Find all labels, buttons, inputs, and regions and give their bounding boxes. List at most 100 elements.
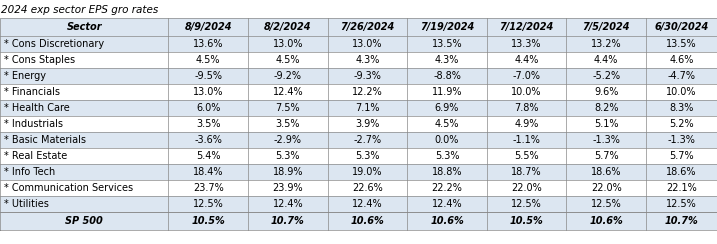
Text: 5.7%: 5.7% [594, 151, 619, 161]
Text: 7/26/2024: 7/26/2024 [341, 22, 394, 32]
Text: 10.5%: 10.5% [510, 216, 543, 226]
Text: -2.7%: -2.7% [353, 135, 381, 145]
Text: 12.2%: 12.2% [352, 87, 383, 97]
Text: 22.1%: 22.1% [666, 183, 697, 193]
Text: 0.0%: 0.0% [435, 135, 459, 145]
Bar [0, 212, 717, 230]
Text: SP 500: SP 500 [65, 216, 103, 226]
Text: 13.6%: 13.6% [193, 39, 224, 49]
Text: 3.9%: 3.9% [356, 119, 379, 129]
Text: 13.5%: 13.5% [666, 39, 697, 49]
Text: 5.5%: 5.5% [514, 151, 539, 161]
Text: 18.4%: 18.4% [193, 167, 224, 177]
Text: 10.0%: 10.0% [511, 87, 542, 97]
Text: * Real Estate: * Real Estate [4, 151, 67, 161]
Bar [0, 164, 717, 180]
Text: 12.5%: 12.5% [591, 199, 622, 209]
Text: 23.7%: 23.7% [193, 183, 224, 193]
Text: 18.7%: 18.7% [511, 167, 542, 177]
Text: 4.5%: 4.5% [435, 119, 460, 129]
Text: 23.9%: 23.9% [272, 183, 303, 193]
Text: -4.7%: -4.7% [668, 71, 695, 81]
Text: 8.3%: 8.3% [670, 103, 693, 113]
Text: 4.4%: 4.4% [594, 55, 618, 65]
Text: 4.3%: 4.3% [356, 55, 379, 65]
Text: 12.5%: 12.5% [511, 199, 542, 209]
Text: 18.6%: 18.6% [666, 167, 697, 177]
Text: 10.6%: 10.6% [589, 216, 623, 226]
Text: 12.4%: 12.4% [272, 87, 303, 97]
Text: -9.5%: -9.5% [194, 71, 222, 81]
Bar [0, 180, 717, 196]
Text: * Info Tech: * Info Tech [4, 167, 54, 177]
Bar [0, 100, 717, 116]
Text: -7.0%: -7.0% [513, 71, 541, 81]
Text: 18.8%: 18.8% [432, 167, 462, 177]
Text: 11.9%: 11.9% [432, 87, 462, 97]
Text: * Industrials: * Industrials [4, 119, 62, 129]
Text: 13.0%: 13.0% [193, 87, 224, 97]
Bar [0, 148, 717, 164]
Text: * Health Care: * Health Care [4, 103, 70, 113]
Text: 13.3%: 13.3% [511, 39, 542, 49]
Text: 7.1%: 7.1% [355, 103, 380, 113]
Text: 6.9%: 6.9% [435, 103, 459, 113]
Text: 22.2%: 22.2% [432, 183, 462, 193]
Text: -9.3%: -9.3% [353, 71, 381, 81]
Text: 10.5%: 10.5% [191, 216, 225, 226]
Text: 5.3%: 5.3% [435, 151, 460, 161]
Text: 10.7%: 10.7% [271, 216, 305, 226]
Text: 4.3%: 4.3% [435, 55, 459, 65]
Text: 6/30/2024: 6/30/2024 [655, 22, 708, 32]
Bar [0, 196, 717, 212]
Text: 5.3%: 5.3% [275, 151, 300, 161]
Text: -1.3%: -1.3% [592, 135, 620, 145]
Text: 5.3%: 5.3% [355, 151, 380, 161]
Text: -1.3%: -1.3% [668, 135, 695, 145]
Text: 6.0%: 6.0% [196, 103, 220, 113]
Text: 7/12/2024: 7/12/2024 [500, 22, 554, 32]
Text: Sector: Sector [67, 22, 102, 32]
Text: -5.2%: -5.2% [592, 71, 620, 81]
Bar [0, 116, 717, 132]
Text: 12.5%: 12.5% [666, 199, 697, 209]
Text: 13.0%: 13.0% [272, 39, 303, 49]
Text: -3.6%: -3.6% [194, 135, 222, 145]
Text: 5.4%: 5.4% [196, 151, 221, 161]
Text: 10.6%: 10.6% [430, 216, 464, 226]
Text: 8/9/2024: 8/9/2024 [184, 22, 232, 32]
Text: 13.5%: 13.5% [432, 39, 462, 49]
Text: * Cons Staples: * Cons Staples [4, 55, 75, 65]
Text: 22.0%: 22.0% [511, 183, 542, 193]
Text: * Financials: * Financials [4, 87, 60, 97]
Text: * Communication Services: * Communication Services [4, 183, 133, 193]
Text: 7.5%: 7.5% [275, 103, 300, 113]
Text: 10.7%: 10.7% [665, 216, 698, 226]
Text: -8.8%: -8.8% [433, 71, 461, 81]
Text: 4.5%: 4.5% [275, 55, 300, 65]
Text: 7.8%: 7.8% [514, 103, 539, 113]
Text: 4.9%: 4.9% [515, 119, 538, 129]
Text: 5.7%: 5.7% [669, 151, 694, 161]
Text: * Energy: * Energy [4, 71, 46, 81]
Text: -2.9%: -2.9% [274, 135, 302, 145]
Text: 8/2/2024: 8/2/2024 [264, 22, 312, 32]
Text: 3.5%: 3.5% [275, 119, 300, 129]
Text: 8.2%: 8.2% [594, 103, 619, 113]
Text: * Utilities: * Utilities [4, 199, 49, 209]
Text: * Basic Materials: * Basic Materials [4, 135, 85, 145]
Text: 22.6%: 22.6% [352, 183, 383, 193]
Text: -1.1%: -1.1% [513, 135, 541, 145]
Text: 10.6%: 10.6% [351, 216, 384, 226]
Bar [0, 36, 717, 52]
Bar [0, 84, 717, 100]
FancyBboxPatch shape [0, 18, 717, 36]
Text: * Cons Discretionary: * Cons Discretionary [4, 39, 104, 49]
Text: 18.6%: 18.6% [591, 167, 622, 177]
Text: 10.0%: 10.0% [666, 87, 697, 97]
Text: 18.9%: 18.9% [272, 167, 303, 177]
Text: 5.1%: 5.1% [594, 119, 619, 129]
Text: 22.0%: 22.0% [591, 183, 622, 193]
Text: 13.2%: 13.2% [591, 39, 622, 49]
Text: 4.4%: 4.4% [515, 55, 538, 65]
